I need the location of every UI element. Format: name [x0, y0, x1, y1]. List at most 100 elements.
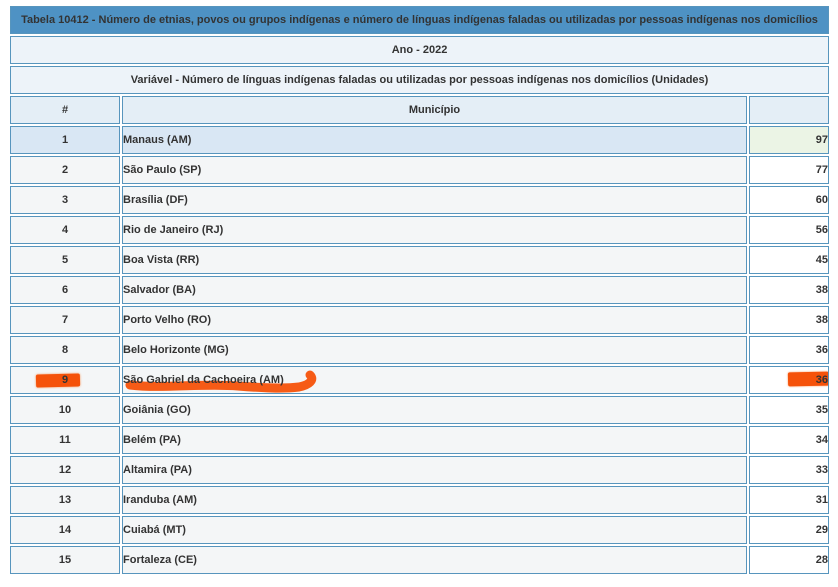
- rank-text: 2: [61, 164, 69, 176]
- rank-cell: 6: [10, 276, 120, 304]
- table-row[interactable]: 4 Rio de Janeiro (RJ) 56: [10, 216, 830, 244]
- table-row[interactable]: 9 São Gabriel da Cachoeira (AM) 36: [10, 366, 830, 394]
- rank-text: 1: [61, 134, 69, 146]
- rank-cell: 11: [10, 426, 120, 454]
- rank-cell: 12: [10, 456, 120, 484]
- municipality-text: Fortaleza (CE): [123, 554, 197, 566]
- rank-text: 12: [58, 464, 72, 476]
- table-title-bar: Tabela 10412 - Número de etnias, povos o…: [10, 6, 830, 34]
- municipality-text: Belo Horizonte (MG): [123, 344, 229, 356]
- rank-text: 9: [61, 374, 69, 386]
- column-header-municipality: Município: [122, 96, 747, 124]
- value-cell: 35: [749, 396, 830, 424]
- value-text: 36: [815, 344, 829, 356]
- municipality-cell: São Gabriel da Cachoeira (AM): [122, 366, 747, 394]
- municipality-text: Altamira (PA): [123, 464, 192, 476]
- column-header-rank: #: [10, 96, 120, 124]
- table-row[interactable]: 6 Salvador (BA) 38: [10, 276, 830, 304]
- value-cell: 36: [749, 366, 830, 394]
- value-cell: 36: [749, 336, 830, 364]
- rank-cell: 15: [10, 546, 120, 574]
- municipality-cell: Goiânia (GO): [122, 396, 747, 424]
- table-row[interactable]: 10 Goiânia (GO) 35: [10, 396, 830, 424]
- rank-cell: 5: [10, 246, 120, 274]
- table-row[interactable]: 14 Cuiabá (MT) 29: [10, 516, 830, 544]
- rank-cell: 7: [10, 306, 120, 334]
- rank-cell: 9: [10, 366, 120, 394]
- municipality-text: Goiânia (GO): [123, 404, 191, 416]
- municipality-cell: Altamira (PA): [122, 456, 747, 484]
- municipality-cell: Belém (PA): [122, 426, 747, 454]
- municipality-cell: Iranduba (AM): [122, 486, 747, 514]
- municipality-text: São Paulo (SP): [123, 164, 202, 176]
- value-cell: 38: [749, 276, 830, 304]
- value-text: 34: [815, 434, 829, 446]
- value-text: 77: [815, 164, 829, 176]
- municipality-text: Belém (PA): [123, 434, 181, 446]
- municipality-text: Porto Velho (RO): [123, 314, 211, 326]
- column-header-row: # Município: [10, 96, 830, 124]
- municipality-text: Manaus (AM): [123, 134, 192, 146]
- municipality-cell: Boa Vista (RR): [122, 246, 747, 274]
- rank-text: 10: [58, 404, 72, 416]
- municipality-text: Salvador (BA): [123, 284, 196, 296]
- rank-text: 11: [59, 434, 71, 446]
- table-row[interactable]: 12 Altamira (PA) 33: [10, 456, 830, 484]
- value-text: 45: [815, 254, 829, 266]
- value-text: 38: [815, 284, 829, 296]
- municipality-cell: Cuiabá (MT): [122, 516, 747, 544]
- value-cell: 28: [749, 546, 830, 574]
- rank-cell: 10: [10, 396, 120, 424]
- table-row[interactable]: 3 Brasília (DF) 60: [10, 186, 830, 214]
- municipality-cell: Fortaleza (CE): [122, 546, 747, 574]
- municipality-text: Cuiabá (MT): [123, 524, 186, 536]
- value-cell: 33: [749, 456, 830, 484]
- rank-cell: 3: [10, 186, 120, 214]
- value-text: 31: [815, 494, 829, 506]
- value-text: 97: [815, 134, 829, 146]
- marker-stroke-rank: [35, 373, 81, 388]
- municipality-text: Iranduba (AM): [123, 494, 197, 506]
- municipality-text: Rio de Janeiro (RJ): [123, 224, 224, 236]
- value-text: 38: [815, 314, 829, 326]
- value-cell: 29: [749, 516, 830, 544]
- value-text: 36: [815, 374, 829, 386]
- rank-text: 4: [61, 224, 69, 236]
- year-subheader: Ano - 2022: [10, 36, 830, 64]
- column-header-value: [749, 96, 830, 124]
- value-cell: 31: [749, 486, 830, 514]
- municipality-cell: Brasília (DF): [122, 186, 747, 214]
- rank-cell: 14: [10, 516, 120, 544]
- rank-cell: 1: [10, 126, 120, 154]
- value-cell: 77: [749, 156, 830, 184]
- municipality-text: Boa Vista (RR): [123, 254, 200, 266]
- rank-cell: 13: [10, 486, 120, 514]
- rank-text: 14: [58, 524, 72, 536]
- value-cell: 56: [749, 216, 830, 244]
- rank-text: 7: [61, 314, 69, 326]
- table-row[interactable]: 15 Fortaleza (CE) 28: [10, 546, 830, 574]
- variable-subheader: Variável - Número de línguas indígenas f…: [10, 66, 830, 94]
- table-row[interactable]: 7 Porto Velho (RO) 38: [10, 306, 830, 334]
- value-text: 29: [815, 524, 829, 536]
- municipality-text: Brasília (DF): [123, 194, 188, 206]
- rank-text: 5: [61, 254, 69, 266]
- table-row[interactable]: 11 Belém (PA) 34: [10, 426, 830, 454]
- value-cell: 97: [749, 126, 830, 154]
- municipality-cell: São Paulo (SP): [122, 156, 747, 184]
- table-row[interactable]: 5 Boa Vista (RR) 45: [10, 246, 830, 274]
- rank-text: 8: [61, 344, 69, 356]
- value-cell: 38: [749, 306, 830, 334]
- value-text: 35: [815, 404, 829, 416]
- rank-text: 15: [58, 554, 72, 566]
- municipality-cell: Belo Horizonte (MG): [122, 336, 747, 364]
- municipality-cell: Manaus (AM): [122, 126, 747, 154]
- municipality-cell: Rio de Janeiro (RJ): [122, 216, 747, 244]
- table-row[interactable]: 1 Manaus (AM) 97: [10, 126, 830, 154]
- value-cell: 34: [749, 426, 830, 454]
- rank-text: 3: [61, 194, 69, 206]
- table-row[interactable]: 2 São Paulo (SP) 77: [10, 156, 830, 184]
- table-row[interactable]: 8 Belo Horizonte (MG) 36: [10, 336, 830, 364]
- table-row[interactable]: 13 Iranduba (AM) 31: [10, 486, 830, 514]
